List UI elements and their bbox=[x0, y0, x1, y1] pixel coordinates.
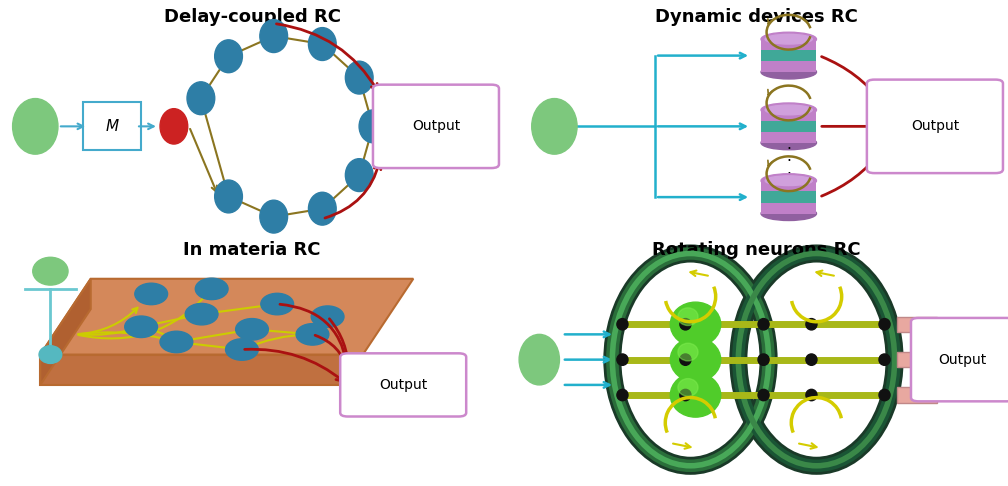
Text: ·
·
·: · · · bbox=[786, 141, 791, 182]
Ellipse shape bbox=[758, 389, 769, 400]
Ellipse shape bbox=[236, 319, 268, 340]
Ellipse shape bbox=[761, 65, 816, 79]
FancyBboxPatch shape bbox=[761, 181, 816, 213]
FancyBboxPatch shape bbox=[911, 318, 1008, 401]
Ellipse shape bbox=[679, 354, 691, 365]
Text: Delay-coupled RC: Delay-coupled RC bbox=[163, 8, 341, 26]
Ellipse shape bbox=[308, 28, 337, 60]
Ellipse shape bbox=[125, 316, 157, 337]
Ellipse shape bbox=[617, 389, 628, 400]
Ellipse shape bbox=[670, 302, 721, 347]
FancyBboxPatch shape bbox=[341, 353, 466, 417]
Ellipse shape bbox=[677, 379, 698, 396]
FancyBboxPatch shape bbox=[761, 191, 816, 203]
Ellipse shape bbox=[806, 389, 816, 400]
Ellipse shape bbox=[532, 99, 577, 154]
Ellipse shape bbox=[39, 346, 61, 364]
FancyBboxPatch shape bbox=[867, 80, 1003, 173]
Ellipse shape bbox=[135, 283, 167, 305]
Polygon shape bbox=[40, 279, 91, 385]
Ellipse shape bbox=[260, 19, 287, 52]
Ellipse shape bbox=[32, 257, 69, 285]
Ellipse shape bbox=[261, 293, 293, 315]
Ellipse shape bbox=[679, 319, 691, 330]
Ellipse shape bbox=[879, 354, 890, 365]
Ellipse shape bbox=[758, 354, 769, 365]
Ellipse shape bbox=[215, 40, 242, 73]
FancyBboxPatch shape bbox=[761, 110, 816, 143]
FancyBboxPatch shape bbox=[897, 352, 937, 367]
Ellipse shape bbox=[196, 278, 228, 299]
Text: Output: Output bbox=[412, 120, 460, 133]
Ellipse shape bbox=[617, 354, 628, 365]
Ellipse shape bbox=[160, 109, 187, 144]
Ellipse shape bbox=[12, 99, 58, 154]
Ellipse shape bbox=[346, 61, 373, 94]
Ellipse shape bbox=[296, 324, 329, 345]
Ellipse shape bbox=[761, 174, 816, 188]
FancyBboxPatch shape bbox=[83, 103, 141, 150]
Text: Output: Output bbox=[911, 120, 959, 133]
Ellipse shape bbox=[617, 319, 628, 330]
Ellipse shape bbox=[761, 32, 816, 46]
FancyBboxPatch shape bbox=[761, 39, 816, 72]
FancyBboxPatch shape bbox=[897, 387, 937, 402]
FancyBboxPatch shape bbox=[761, 50, 816, 61]
Ellipse shape bbox=[519, 334, 559, 385]
Ellipse shape bbox=[765, 35, 812, 44]
Ellipse shape bbox=[346, 159, 373, 191]
FancyBboxPatch shape bbox=[897, 317, 937, 332]
Text: $M$: $M$ bbox=[105, 119, 119, 134]
Ellipse shape bbox=[679, 389, 691, 400]
Ellipse shape bbox=[806, 319, 816, 330]
Text: In materia RC: In materia RC bbox=[183, 241, 321, 259]
Ellipse shape bbox=[185, 303, 218, 325]
Ellipse shape bbox=[187, 82, 215, 115]
Ellipse shape bbox=[677, 343, 698, 361]
Ellipse shape bbox=[879, 389, 890, 400]
Ellipse shape bbox=[761, 207, 816, 221]
Polygon shape bbox=[40, 355, 363, 385]
Ellipse shape bbox=[765, 176, 812, 186]
Text: Dynamic devices RC: Dynamic devices RC bbox=[654, 8, 858, 26]
Ellipse shape bbox=[308, 192, 337, 225]
Ellipse shape bbox=[359, 110, 387, 143]
Text: Output: Output bbox=[938, 353, 987, 366]
Ellipse shape bbox=[215, 180, 242, 213]
Ellipse shape bbox=[670, 337, 721, 382]
Text: Rotating neurons RC: Rotating neurons RC bbox=[652, 241, 860, 259]
Text: Output: Output bbox=[379, 378, 427, 392]
FancyBboxPatch shape bbox=[761, 121, 816, 132]
Ellipse shape bbox=[670, 373, 721, 417]
Ellipse shape bbox=[765, 105, 812, 115]
Polygon shape bbox=[40, 279, 413, 355]
FancyBboxPatch shape bbox=[373, 85, 499, 168]
Ellipse shape bbox=[879, 319, 890, 330]
Ellipse shape bbox=[311, 306, 344, 328]
Ellipse shape bbox=[226, 339, 258, 360]
Ellipse shape bbox=[260, 200, 287, 233]
Ellipse shape bbox=[761, 136, 816, 150]
Ellipse shape bbox=[160, 331, 193, 353]
Ellipse shape bbox=[677, 308, 698, 326]
Ellipse shape bbox=[806, 354, 816, 365]
Ellipse shape bbox=[761, 103, 816, 117]
Ellipse shape bbox=[758, 319, 769, 330]
